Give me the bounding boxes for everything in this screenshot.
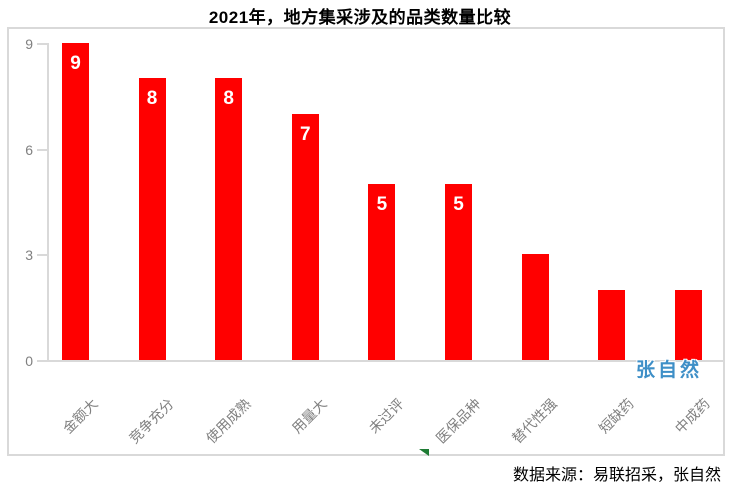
y-tick-label: 0 <box>25 353 33 369</box>
bar-value-label: 8 <box>223 88 234 110</box>
y-axis-line <box>47 43 49 362</box>
bar-value-label: 9 <box>70 53 81 75</box>
y-tick-label: 6 <box>25 141 33 158</box>
category-label: 中成药 <box>672 395 714 437</box>
page-title: 2021年，地方集采涉及的品类数量比较 <box>208 8 512 27</box>
bar <box>445 184 472 360</box>
category-label: 用量大 <box>289 395 331 437</box>
watermark: 张自然 <box>636 360 703 381</box>
bar <box>521 254 549 360</box>
x-axis-line <box>37 360 723 362</box>
bar <box>138 78 166 360</box>
y-tick <box>37 254 47 257</box>
bar-value-label: 5 <box>453 194 464 215</box>
bar <box>62 43 89 360</box>
bar-value-label: 8 <box>146 88 158 110</box>
y-tick <box>37 360 47 362</box>
bar-value-label: 5 <box>376 194 388 215</box>
category-label: 竞争充分 <box>125 395 177 447</box>
y-tick-label: 3 <box>25 247 33 264</box>
chart-frame: 0 3 6 9 9 金额大 8 竞争充分 8 使用成熟 7 用量大 5 未过评 5 医保品种 替代性强 短缺药 中成… <box>7 27 725 456</box>
category-label: 金额大 <box>59 395 101 437</box>
category-label: 未过评 <box>365 395 407 437</box>
bar <box>368 184 396 360</box>
bar <box>598 289 626 360</box>
autofill-marker-icon <box>419 449 429 456</box>
y-tick-label: 9 <box>25 36 33 53</box>
bar-value-label: 7 <box>300 123 311 145</box>
y-tick <box>37 43 47 46</box>
category-label: 医保品种 <box>432 395 484 447</box>
y-tick <box>37 148 47 151</box>
category-label: 替代性强 <box>508 395 560 447</box>
bar <box>674 289 702 360</box>
source-note: 数据来源：易联招采，张自然 <box>512 467 721 484</box>
bar <box>215 78 243 360</box>
bar <box>291 113 319 360</box>
category-label: 短缺药 <box>595 395 637 437</box>
category-label: 使用成熟 <box>202 395 254 447</box>
